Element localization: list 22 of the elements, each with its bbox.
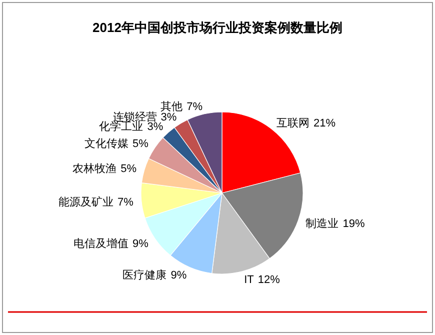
chart-title: 2012年中国创投市场行业投资案例数量比例	[92, 20, 342, 35]
data-label: 3%	[147, 121, 164, 134]
slice-label: 其他	[160, 100, 183, 114]
data-label: 19%	[342, 218, 365, 230]
slice-label: 能源及矿业	[58, 195, 114, 208]
data-label: 9%	[170, 270, 187, 282]
slice-label: 制造业	[306, 217, 339, 230]
slice-label: 电信及增值	[73, 237, 128, 250]
slice-label: 化学工业	[99, 120, 144, 134]
data-label: 12%	[258, 274, 280, 286]
data-label: 9%	[132, 238, 149, 250]
data-label: 21%	[314, 118, 336, 130]
data-label: 5%	[120, 163, 137, 176]
slice-label: 互联网	[276, 118, 310, 130]
data-label: 7%	[117, 196, 134, 208]
slice-label: 文化传媒	[84, 136, 128, 150]
slice-label: 农林牧渔	[72, 162, 117, 176]
data-label: 5%	[132, 138, 149, 150]
slice-label: IT	[244, 274, 254, 286]
data-label: 7%	[186, 101, 203, 114]
slice-label: 医疗健康	[122, 268, 167, 282]
data-label: 3%	[160, 111, 177, 124]
